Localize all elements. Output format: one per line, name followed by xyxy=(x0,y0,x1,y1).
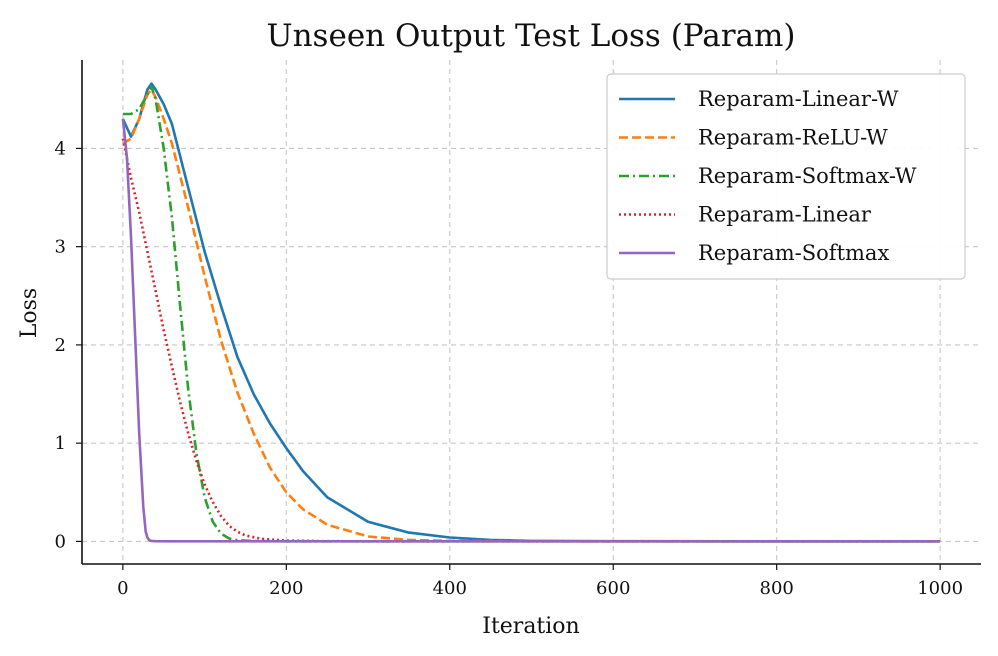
x-tick-label: 600 xyxy=(596,578,630,599)
y-axis-label: Loss xyxy=(17,288,42,338)
x-tick-label: 1000 xyxy=(917,578,963,599)
y-tick-label: 0 xyxy=(55,531,66,552)
x-axis-label: Iteration xyxy=(482,614,579,639)
legend-label: Reparam-Linear-W xyxy=(698,87,899,111)
tick-marks: 0 200 400 600 800 1000 0 1 2 3 4 xyxy=(55,138,963,599)
y-tick-label: 1 xyxy=(55,433,66,454)
series-layer xyxy=(121,82,941,543)
x-tick-label: 800 xyxy=(760,578,794,599)
legend-label: Reparam-Softmax-W xyxy=(698,164,917,188)
legend-label: Reparam-ReLU-W xyxy=(698,126,888,150)
x-tick-label: 400 xyxy=(433,578,467,599)
y-tick-label: 4 xyxy=(55,138,66,159)
x-tick-label: 200 xyxy=(269,578,303,599)
legend-label: Reparam-Softmax xyxy=(698,241,889,265)
y-tick-label: 2 xyxy=(55,335,66,356)
legend-box xyxy=(606,73,966,280)
chart-title: Unseen Output Test Loss (Param) xyxy=(266,18,795,54)
legend: Reparam-Linear-W Reparam-ReLU-W Reparam-So… xyxy=(606,73,966,280)
series-line-4 xyxy=(121,118,941,543)
legend-label: Reparam-Linear xyxy=(698,203,872,227)
x-tick-label: 0 xyxy=(117,578,128,599)
y-tick-label: 3 xyxy=(55,237,66,258)
axes xyxy=(81,60,981,565)
